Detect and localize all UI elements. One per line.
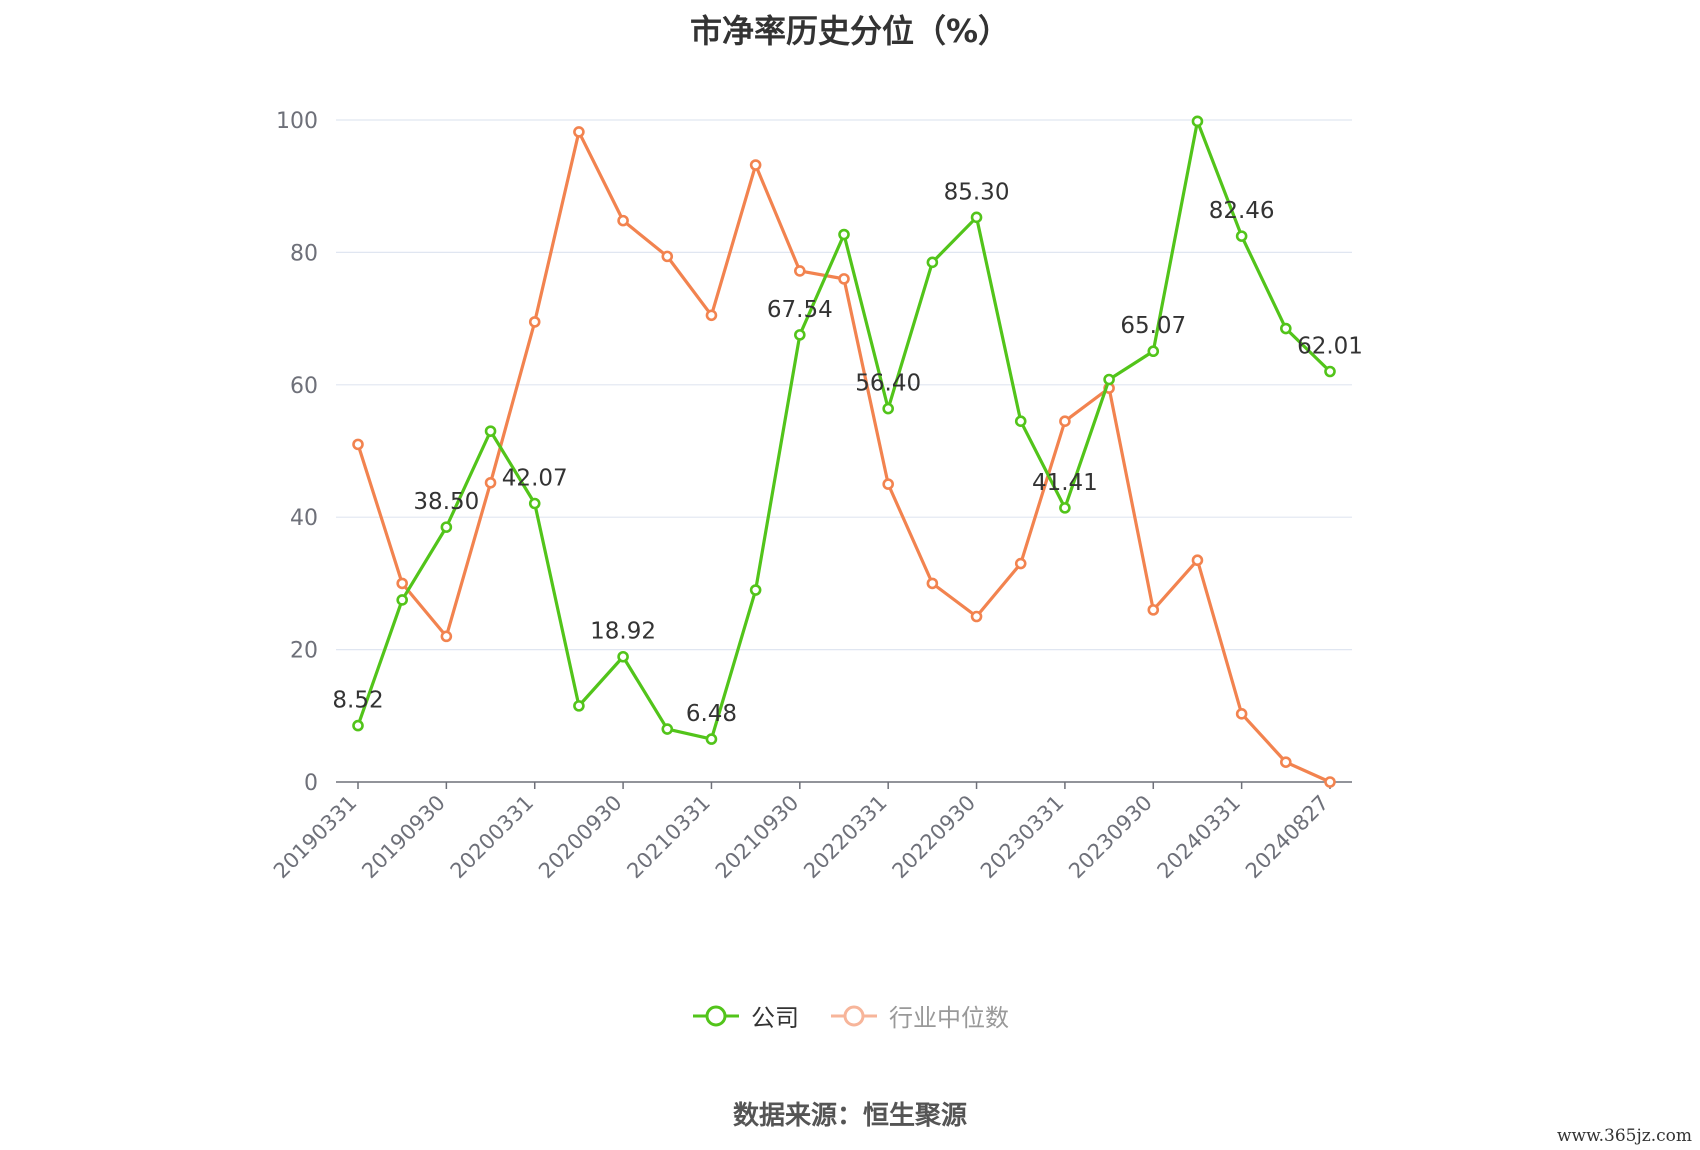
y-tick-label: 0 [304, 771, 318, 796]
data-point [1191, 115, 1204, 128]
source-note: 数据来源：恒生聚源 [732, 1101, 967, 1131]
data-point [749, 159, 762, 171]
data-point [396, 594, 408, 606]
data-point [352, 438, 364, 451]
data-point [1059, 502, 1071, 514]
data-point [1280, 322, 1292, 335]
data-point [661, 250, 674, 263]
legend-symbol [693, 1005, 739, 1026]
y-tick-label: 100 [276, 109, 318, 134]
data-point [396, 577, 408, 590]
series-lines [352, 115, 1336, 788]
data-point [1324, 365, 1336, 378]
data-point [970, 211, 983, 224]
data-point [1059, 415, 1071, 428]
chart-title: 市净率历史分位（%） [689, 12, 1011, 50]
data-point [1324, 776, 1336, 788]
data-point [352, 719, 364, 732]
watermark: www.365jz.com [1557, 1126, 1692, 1146]
data-label: 65.07 [1120, 313, 1186, 339]
data-label: 18.92 [590, 619, 656, 645]
data-point [1280, 756, 1292, 768]
x-tick-label: 20210930 [711, 791, 804, 884]
data-point [1147, 345, 1160, 358]
x-tick-label: 20220331 [799, 791, 892, 884]
data-point [926, 256, 939, 269]
data-point [1147, 604, 1160, 616]
data-label: 62.01 [1297, 333, 1363, 359]
data-point [794, 329, 806, 341]
data-point [970, 610, 983, 623]
data-point [440, 521, 453, 533]
data-label: 38.50 [413, 489, 479, 515]
data-point [794, 265, 806, 277]
data-point [484, 476, 497, 489]
legend: 公司 行业中位数 [0, 998, 1700, 1033]
x-tick-label: 20220930 [888, 791, 981, 884]
legend-item[interactable]: 公司 [691, 998, 799, 1033]
legend-symbol [831, 1005, 877, 1026]
data-point [573, 126, 585, 138]
data-label: 6.48 [686, 701, 737, 727]
x-tick-label: 20190930 [357, 791, 450, 884]
x-tick-label: 20200331 [446, 791, 539, 884]
x-tick-label: 20240827 [1241, 791, 1334, 884]
data-point [1014, 415, 1027, 428]
data-point [440, 630, 453, 643]
data-labels: 8.52 38.50 42.07 18.92 6.48 67.54 56.40 85.30 41… [332, 179, 1363, 727]
data-point [1235, 230, 1248, 242]
x-tick-label: 20190331 [269, 791, 362, 884]
x-tick-label: 20210331 [622, 791, 715, 884]
data-point [573, 700, 585, 712]
y-tick-label: 40 [290, 506, 318, 531]
data-point [1235, 708, 1248, 720]
data-point [749, 584, 762, 596]
y-tick-label: 60 [290, 374, 318, 399]
data-point [882, 402, 894, 415]
data-point [617, 650, 629, 663]
grid-lines [336, 119, 1352, 651]
data-label: 42.07 [502, 465, 568, 491]
y-tick-label: 80 [290, 241, 318, 266]
x-tick-label: 20230331 [976, 791, 1069, 884]
data-point [1103, 373, 1115, 386]
data-point [661, 723, 674, 735]
legend-label: 公司 [751, 1004, 799, 1032]
data-point [1014, 557, 1027, 570]
legend-label: 行业中位数 [889, 1004, 1009, 1032]
data-point [838, 228, 850, 241]
data-point [1191, 554, 1204, 567]
data-point [617, 214, 629, 227]
data-label: 56.40 [855, 371, 921, 397]
data-label: 67.54 [767, 297, 833, 323]
data-point [882, 478, 894, 490]
data-point [528, 497, 541, 510]
data-label: 85.30 [944, 179, 1010, 205]
data-label: 41.41 [1032, 470, 1098, 496]
data-label: 8.52 [332, 688, 383, 714]
data-point [705, 733, 718, 745]
x-tick-label: 20200930 [534, 791, 627, 884]
data-label: 82.46 [1209, 198, 1275, 224]
x-tick-label: 20230930 [1064, 791, 1157, 884]
x-tick-label: 20240331 [1153, 791, 1246, 884]
y-tick-label: 20 [290, 639, 318, 664]
data-point [838, 273, 850, 285]
data-point [484, 425, 497, 437]
data-point [705, 309, 718, 322]
data-point [926, 577, 939, 590]
legend-item[interactable]: 行业中位数 [829, 998, 1009, 1033]
data-point [528, 316, 541, 328]
